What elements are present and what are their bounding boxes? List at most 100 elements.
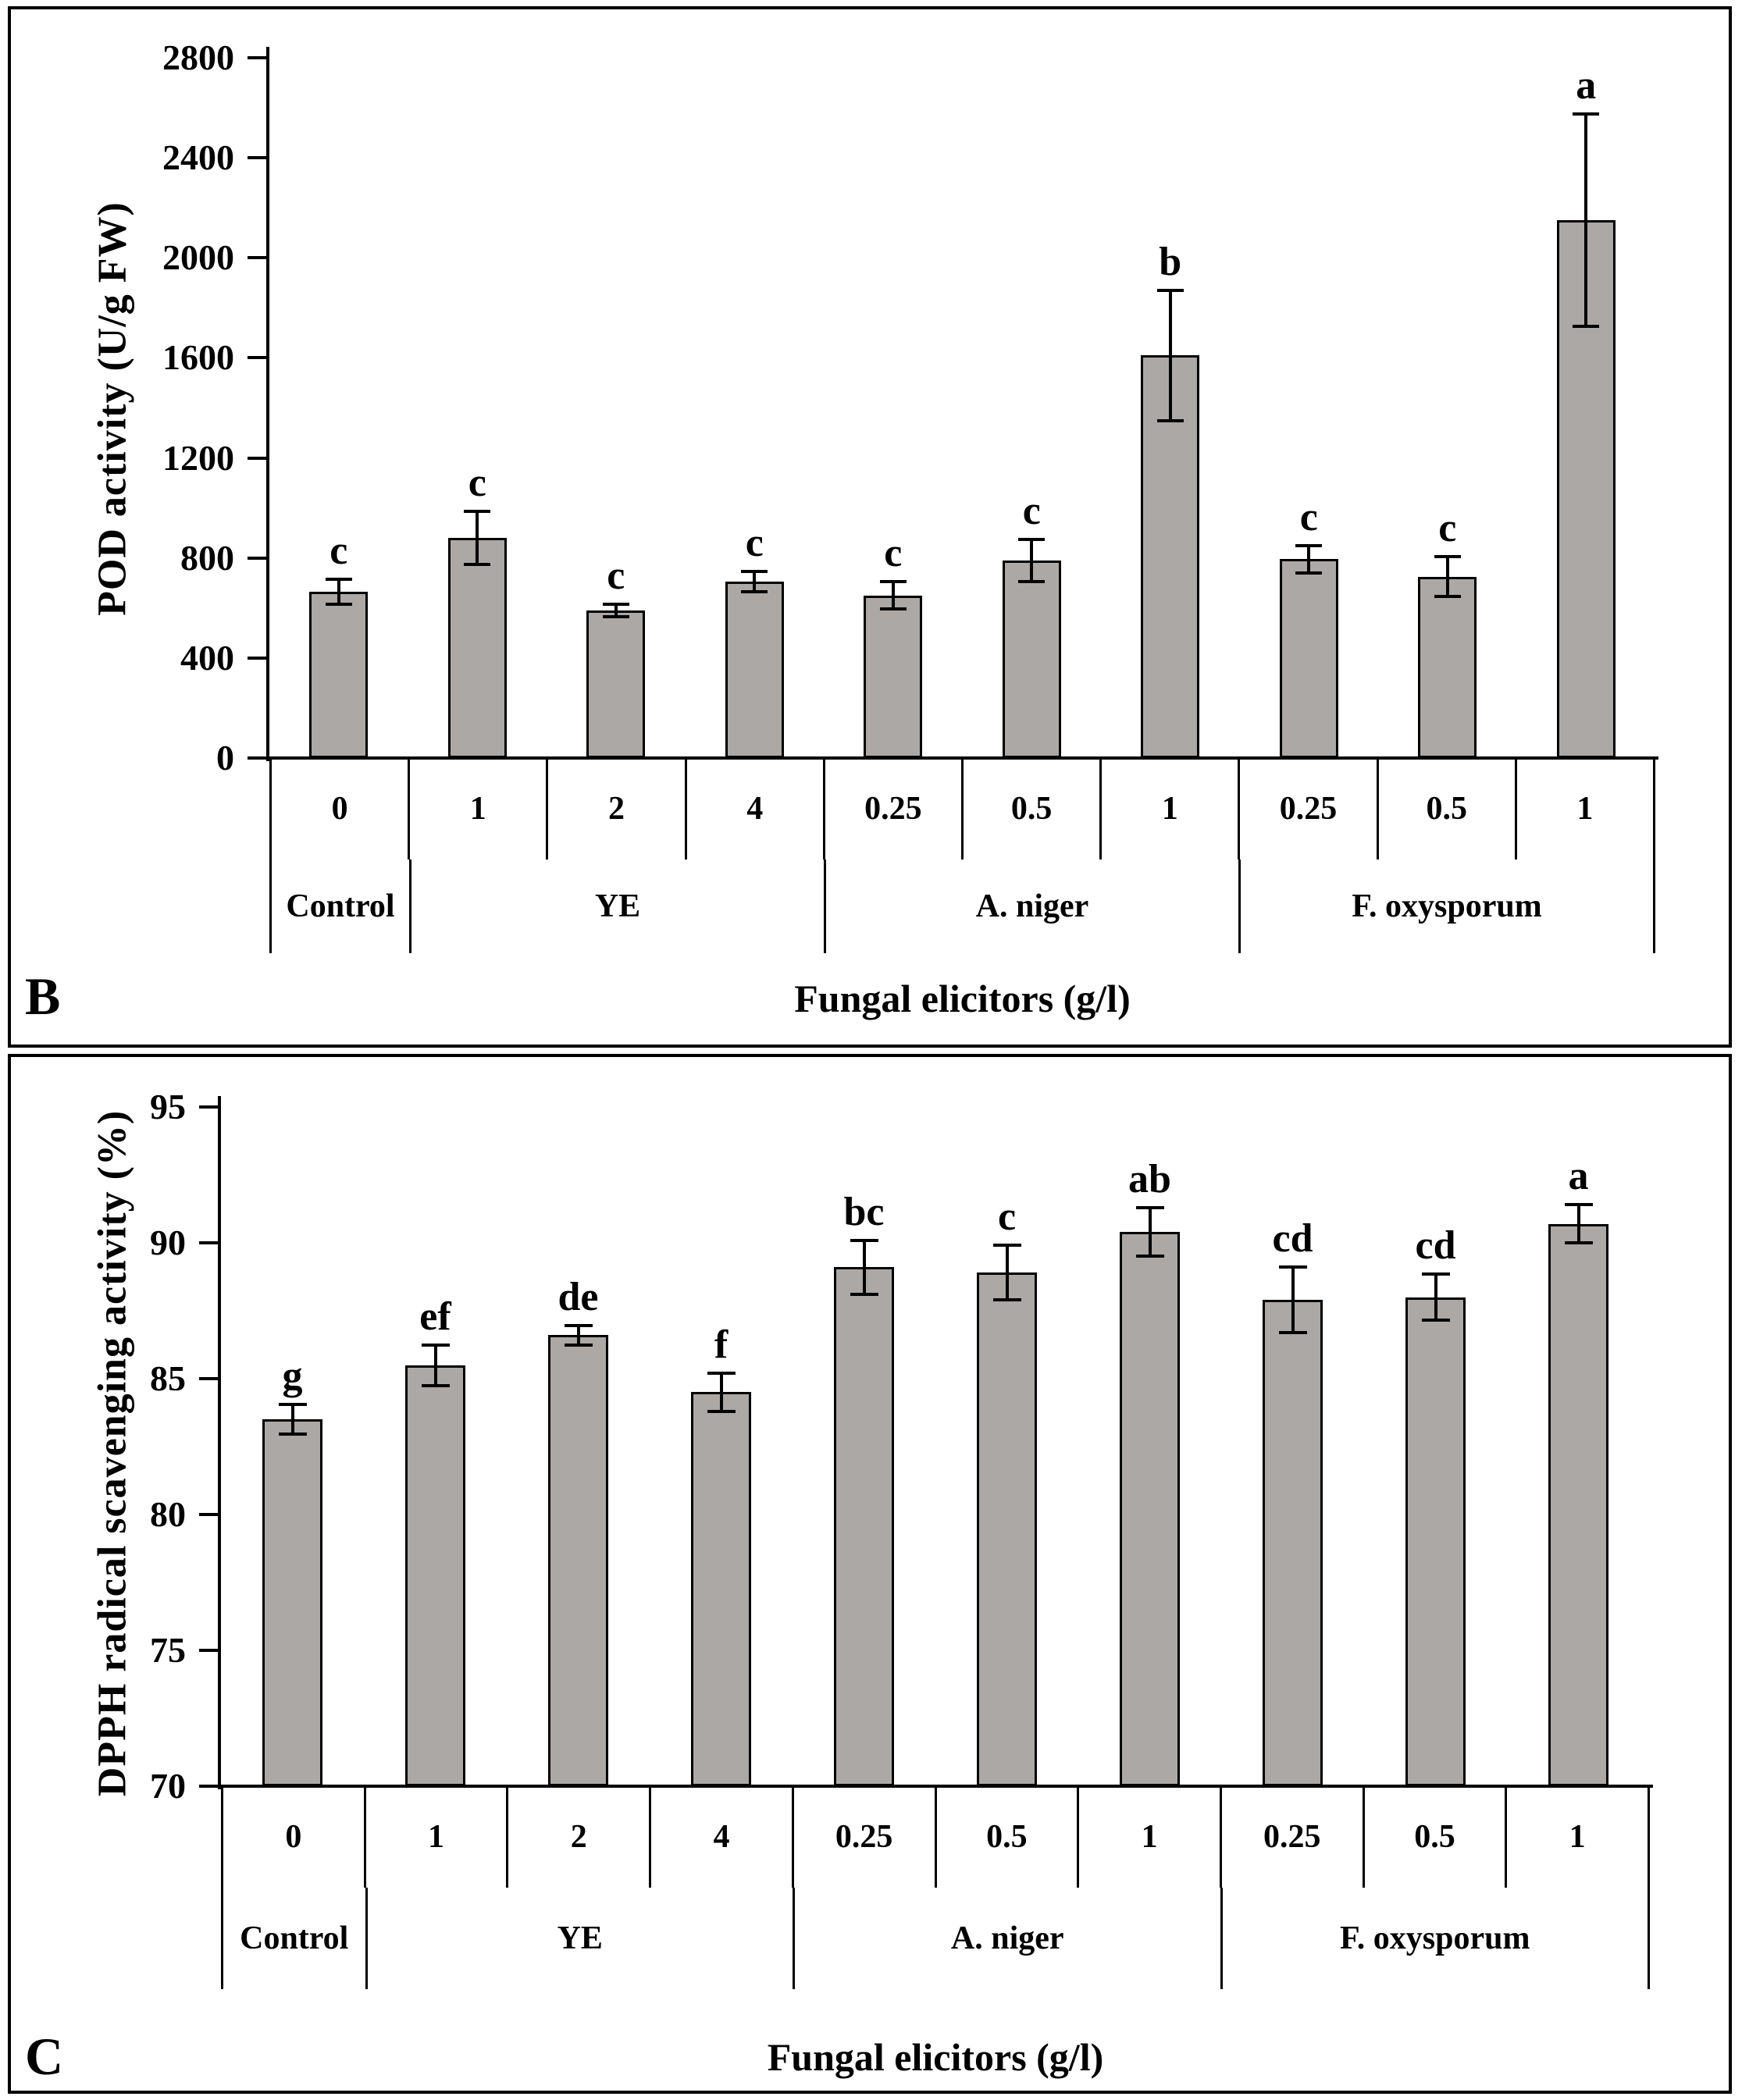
error-bar <box>614 603 618 617</box>
category-group-cell: A. niger <box>793 1888 1220 1989</box>
category-number-row: 0 1 2 4 0.25 0.5 1 0.25 0.5 1 <box>221 1786 1651 1888</box>
error-bar-cap-bottom <box>1421 1319 1450 1322</box>
bar <box>1279 559 1338 758</box>
category-number-cell: 0 <box>221 1786 364 1888</box>
y-axis-tick-label: 1600 <box>162 337 234 378</box>
error-bar <box>1576 1205 1580 1243</box>
error-bar-cap-bottom <box>1564 1241 1593 1244</box>
error-bar-cap-bottom <box>1278 1330 1307 1334</box>
bar <box>1263 1300 1323 1786</box>
error-bar-cap-bottom <box>464 562 491 566</box>
error-bar-cap-bottom <box>1295 571 1323 575</box>
error-bar-cap-top <box>1573 112 1600 116</box>
significance-letter: f <box>714 1322 729 1368</box>
significance-letter: a <box>1568 1154 1589 1199</box>
y-axis-tick <box>248 756 266 760</box>
error-bar-cap-top <box>1421 1272 1450 1276</box>
error-bar-cap-top <box>1434 555 1461 559</box>
error-bar-cap-top <box>602 602 629 606</box>
y-axis-tick-label: 400 <box>180 637 234 678</box>
bar <box>262 1419 322 1786</box>
category-number-cell: 0.5 <box>1376 758 1515 860</box>
y-axis-tick <box>248 556 266 560</box>
error-bar-cap-bottom <box>564 1343 593 1347</box>
category-number-cell: 0.25 <box>791 1786 935 1888</box>
error-bar-cap-top <box>1295 543 1323 547</box>
y-axis-tick-label: 70 <box>150 1766 186 1806</box>
y-axis-tick <box>248 656 266 660</box>
error-bar-cap-bottom <box>992 1298 1021 1302</box>
error-bar <box>719 1373 723 1411</box>
significance-letter: c <box>1299 494 1318 539</box>
panel-b-x-axis-title: Fungal elicitors (g/l) <box>794 977 1131 1020</box>
significance-letter: b <box>1159 239 1182 284</box>
category-number-cell: 4 <box>649 1786 792 1888</box>
category-number-cell: 1 <box>363 1786 507 1888</box>
y-axis-tick-label: 1200 <box>162 437 234 478</box>
y-axis-tick <box>199 1241 218 1244</box>
significance-letter: c <box>997 1194 1017 1240</box>
category-group-cell: Control <box>269 860 409 953</box>
category-number-cell: 1 <box>1099 758 1238 860</box>
bar <box>1548 1223 1608 1786</box>
significance-letter: cd <box>1272 1216 1313 1262</box>
y-axis-tick <box>199 1105 218 1109</box>
category-group-cell: F. oxysporum <box>1220 1888 1650 1989</box>
significance-letter: a <box>1576 63 1597 109</box>
y-axis-tick <box>199 1649 218 1652</box>
significance-letter: c <box>1438 506 1457 551</box>
y-axis-tick <box>248 456 266 460</box>
panel-b-letter: B <box>25 966 61 1026</box>
significance-letter: cd <box>1415 1223 1456 1269</box>
significance-letter: c <box>607 553 625 598</box>
bar <box>548 1335 608 1786</box>
panel-c-x-axis-title: Fungal elicitors (g/l) <box>767 2035 1104 2079</box>
category-number-cell: 0.5 <box>934 1786 1078 1888</box>
error-bar <box>862 1240 866 1295</box>
error-bar-cap-bottom <box>850 1293 878 1297</box>
panel-c-y-axis-title: DPPH radical scavenging activity (%) <box>90 1109 135 1797</box>
category-group-cell: Control <box>221 1888 365 1989</box>
y-axis-tick-label: 0 <box>216 738 234 778</box>
error-bar-cap-bottom <box>707 1409 736 1413</box>
y-axis-tick <box>199 1513 218 1516</box>
y-axis-tick-label: 800 <box>180 537 234 578</box>
error-bar <box>1168 290 1172 421</box>
category-number-cell: 4 <box>684 758 823 860</box>
category-number-cell: 0 <box>269 758 408 860</box>
significance-letter: bc <box>843 1189 885 1234</box>
bar <box>725 582 784 758</box>
bar <box>1405 1297 1466 1786</box>
error-bar <box>576 1326 580 1345</box>
error-bar-cap-bottom <box>1156 418 1184 422</box>
error-bar-cap-top <box>278 1403 307 1407</box>
y-axis-tick-label: 80 <box>150 1494 186 1534</box>
category-group-row: Control YE A. niger F. oxysporum <box>221 1888 1650 1989</box>
y-axis-tick-label: 2800 <box>162 37 234 77</box>
significance-letter: g <box>282 1354 303 1399</box>
panel-b-plot-area: 0 400 800 1200 1600 2000 2400 2800 c c c c c c b c c a <box>162 37 1658 778</box>
bar <box>1120 1232 1180 1786</box>
error-bar <box>891 582 895 610</box>
error-bar <box>1434 1274 1437 1321</box>
error-bar-cap-top <box>1135 1205 1164 1209</box>
y-axis-tick <box>248 156 266 160</box>
error-bar-cap-top <box>879 580 907 584</box>
error-bar-cap-bottom <box>278 1433 307 1436</box>
y-axis-tick <box>248 356 266 360</box>
y-axis-tick-label: 90 <box>150 1223 186 1262</box>
bar <box>586 610 646 758</box>
error-bar-cap-top <box>707 1372 736 1376</box>
error-bar-cap-top <box>1018 537 1046 541</box>
bar <box>1418 576 1477 758</box>
error-bar-cap-bottom <box>1135 1255 1164 1258</box>
bar <box>1141 355 1200 758</box>
y-axis-tick-label: 2400 <box>162 137 234 178</box>
bar <box>405 1365 465 1786</box>
y-axis-tick <box>199 1377 218 1380</box>
error-bar-cap-bottom <box>741 589 768 593</box>
significance-letter: ef <box>419 1294 451 1339</box>
significance-letter: c <box>884 531 903 576</box>
category-number-cell: 1 <box>1505 1786 1651 1888</box>
